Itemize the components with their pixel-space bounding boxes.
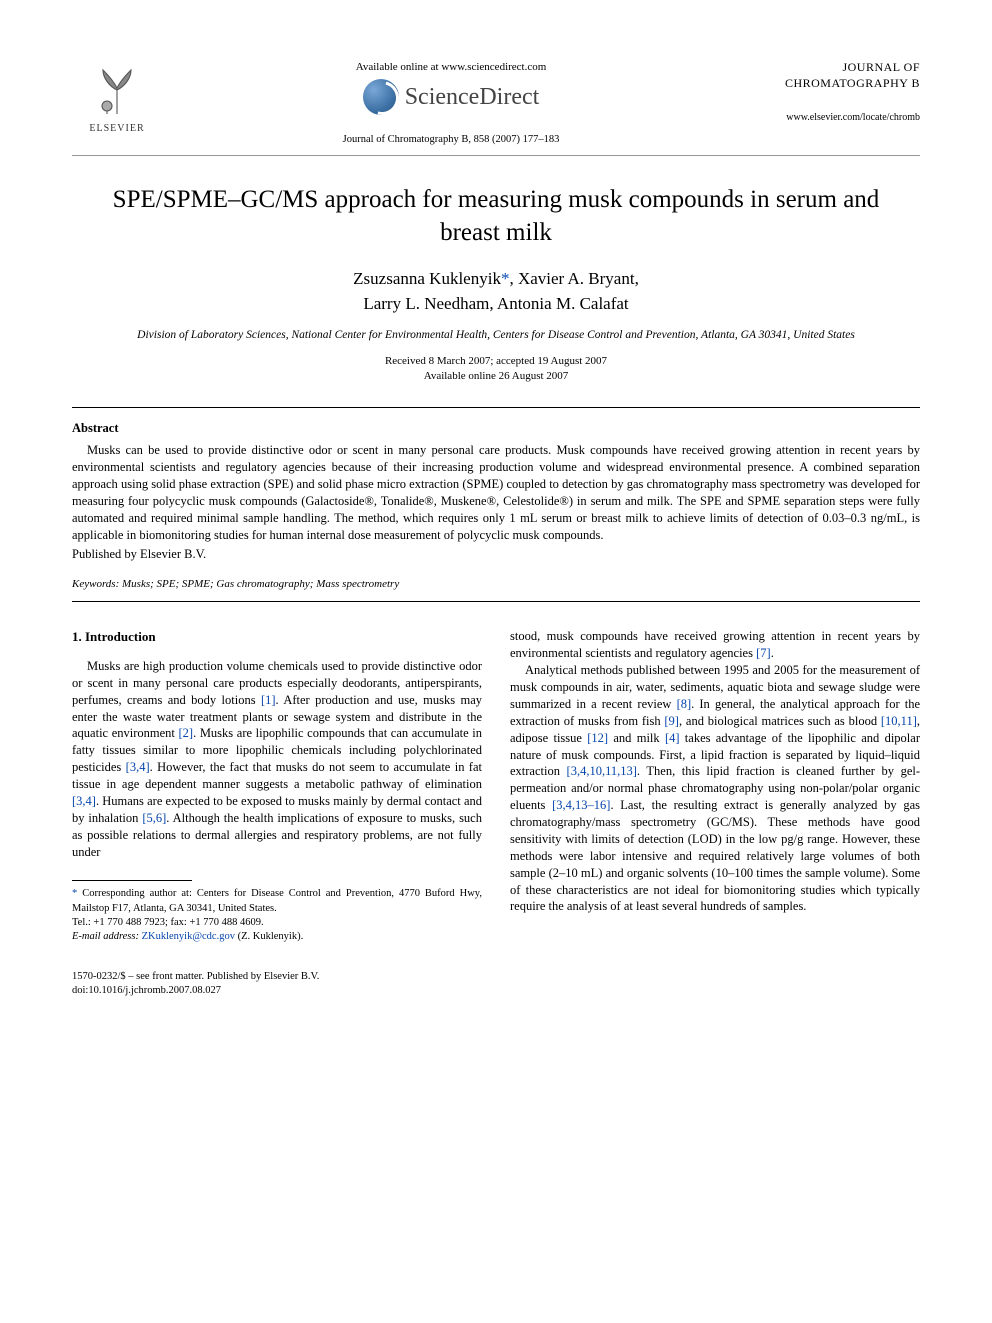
keywords-line: Keywords: Musks; SPE; SPME; Gas chromato… xyxy=(72,577,920,592)
citation-line: Journal of Chromatography B, 858 (2007) … xyxy=(178,133,724,147)
issn-line: 1570-0232/$ – see front matter. Publishe… xyxy=(72,971,319,982)
available-date: Available online 26 August 2007 xyxy=(424,370,569,382)
ref-link[interactable]: [3,4,10,11,13] xyxy=(567,764,637,778)
ref-link[interactable]: [10,11] xyxy=(881,714,917,728)
journal-name-line2: CHROMATOGRAPHY B xyxy=(785,76,920,90)
abstract-bottom-rule xyxy=(72,601,920,602)
keywords-label: Keywords: xyxy=(72,578,119,590)
article-title: SPE/SPME–GC/MS approach for measuring mu… xyxy=(72,184,920,249)
intro-para-1-cont: stood, musk compounds have received grow… xyxy=(510,628,920,662)
ref-link[interactable]: [3,4] xyxy=(72,794,96,808)
authors: Zsuzsanna Kuklenyik*, Xavier A. Bryant, … xyxy=(72,267,920,316)
ref-link[interactable]: [1] xyxy=(261,693,276,707)
author-1: Zsuzsanna Kuklenyik xyxy=(353,269,501,288)
journal-url: www.elsevier.com/locate/chromb xyxy=(740,111,920,125)
footnote-email-label: E-mail address: xyxy=(72,931,139,942)
header-center: Available online at www.sciencedirect.co… xyxy=(162,60,740,147)
sciencedirect-swoosh-icon xyxy=(363,79,399,115)
journal-header: ELSEVIER Available online at www.science… xyxy=(72,60,920,147)
column-right: stood, musk compounds have received grow… xyxy=(510,628,920,944)
abstract-heading: Abstract xyxy=(72,420,920,437)
abstract-top-rule xyxy=(72,407,920,408)
ref-link[interactable]: [3,4,13–16] xyxy=(552,798,610,812)
abstract-body: Musks can be used to provide distinctive… xyxy=(72,442,920,543)
journal-info: JOURNAL OF CHROMATOGRAPHY B www.elsevier… xyxy=(740,60,920,125)
article-dates: Received 8 March 2007; accepted 19 Augus… xyxy=(72,354,920,385)
footnote-corr: Corresponding author at: Centers for Dis… xyxy=(72,888,482,913)
intro-para-1: Musks are high production volume chemica… xyxy=(72,658,482,861)
ref-link[interactable]: [8] xyxy=(677,697,692,711)
ref-link[interactable]: [2] xyxy=(179,726,194,740)
elsevier-logo: ELSEVIER xyxy=(72,60,162,136)
doi-line: doi:10.1016/j.jchromb.2007.08.027 xyxy=(72,985,221,996)
footnote-tel: Tel.: +1 770 488 7923; fax: +1 770 488 4… xyxy=(72,917,264,928)
received-date: Received 8 March 2007; accepted 19 Augus… xyxy=(385,355,607,367)
ref-link[interactable]: [4] xyxy=(665,731,680,745)
body-columns: 1. Introduction Musks are high productio… xyxy=(72,628,920,944)
journal-name-line1: JOURNAL OF xyxy=(842,60,920,74)
authors-line2: Larry L. Needham, Antonia M. Calafat xyxy=(363,294,628,313)
page-footer: 1570-0232/$ – see front matter. Publishe… xyxy=(72,970,920,998)
ref-link[interactable]: [7] xyxy=(756,646,771,660)
footnote-star-icon: * xyxy=(72,888,77,899)
ref-link[interactable]: [9] xyxy=(664,714,679,728)
elsevier-tree-icon xyxy=(87,60,147,120)
author-2: , Xavier A. Bryant, xyxy=(509,269,638,288)
published-by: Published by Elsevier B.V. xyxy=(72,546,920,563)
corresponding-footnote: * Corresponding author at: Centers for D… xyxy=(72,887,482,944)
column-left: 1. Introduction Musks are high productio… xyxy=(72,628,482,944)
ref-link[interactable]: [5,6] xyxy=(142,811,166,825)
available-online-text: Available online at www.sciencedirect.co… xyxy=(178,60,724,75)
ref-link[interactable]: [3,4] xyxy=(126,760,150,774)
email-link[interactable]: ZKuklenyik@cdc.gov xyxy=(142,931,235,942)
section-1-heading: 1. Introduction xyxy=(72,628,482,646)
footnote-email-suffix: (Z. Kuklenyik). xyxy=(235,931,303,942)
intro-para-2: Analytical methods published between 199… xyxy=(510,662,920,915)
keywords-values: Musks; SPE; SPME; Gas chromatography; Ma… xyxy=(119,578,399,590)
publisher-label: ELSEVIER xyxy=(89,122,144,136)
journal-name: JOURNAL OF CHROMATOGRAPHY B xyxy=(740,60,920,91)
footnote-rule xyxy=(72,880,192,881)
sciencedirect-wordmark: ScienceDirect xyxy=(405,81,540,113)
header-rule xyxy=(72,155,920,156)
sciencedirect-logo: ScienceDirect xyxy=(363,79,540,115)
affiliation: Division of Laboratory Sciences, Nationa… xyxy=(72,328,920,344)
ref-link[interactable]: [12] xyxy=(587,731,608,745)
